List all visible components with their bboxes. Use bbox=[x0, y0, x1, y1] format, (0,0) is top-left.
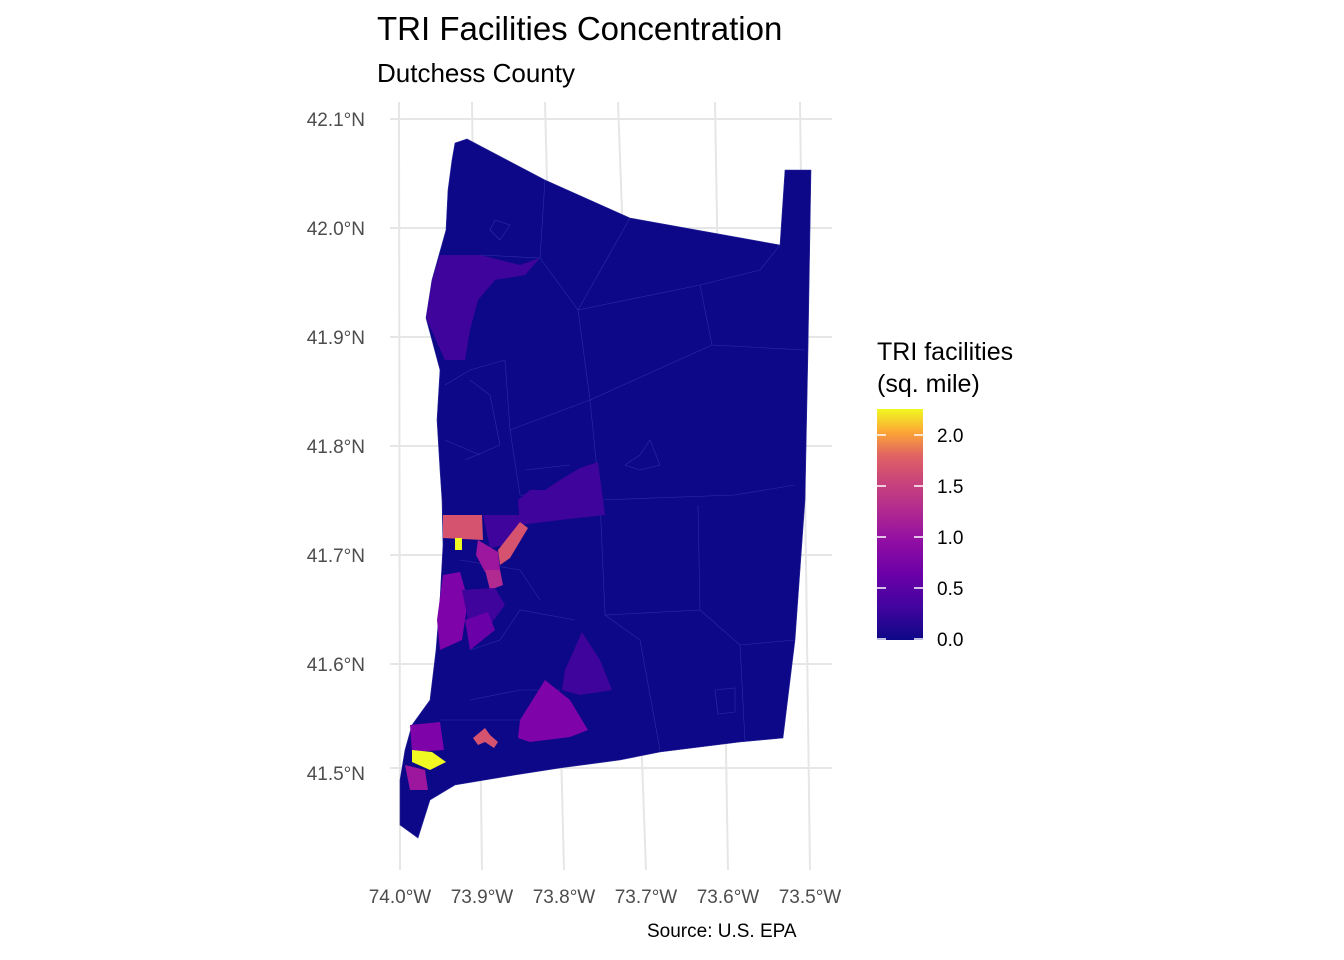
tract-beacon-purple bbox=[410, 722, 444, 752]
tract-west-purple-3 bbox=[465, 612, 495, 650]
tract-south-red bbox=[473, 728, 498, 748]
tract-east-purple bbox=[562, 632, 612, 695]
tract-central-purple bbox=[518, 462, 605, 525]
source-caption: Source: U.S. EPA bbox=[647, 921, 797, 942]
tract-magenta-2 bbox=[485, 570, 503, 590]
tract-bright-small bbox=[455, 538, 462, 550]
tract-magenta-1 bbox=[476, 540, 500, 572]
map-title: TRI Facilities Concentration bbox=[377, 10, 783, 47]
tract-red-river-area bbox=[426, 255, 540, 360]
county-region bbox=[399, 138, 812, 839]
tract-arlington-strip bbox=[498, 522, 528, 565]
map-subtitle: Dutchess County bbox=[377, 58, 575, 88]
tract-boundaries bbox=[440, 179, 806, 751]
tract-poughkeepsie-north-left bbox=[443, 515, 483, 540]
legend-title: TRI facilities (sq. mile) bbox=[877, 336, 1013, 400]
tract-beacon-magenta bbox=[405, 765, 428, 790]
tract-west-purple bbox=[437, 572, 468, 650]
tract-poughkeepsie-north-right bbox=[483, 515, 525, 548]
legend-title-line1: TRI facilities bbox=[877, 338, 1014, 366]
tract-south-magenta bbox=[518, 680, 588, 742]
tract-beacon-bright bbox=[412, 750, 446, 770]
legend-title-line2: (sq. mile) bbox=[877, 370, 980, 398]
